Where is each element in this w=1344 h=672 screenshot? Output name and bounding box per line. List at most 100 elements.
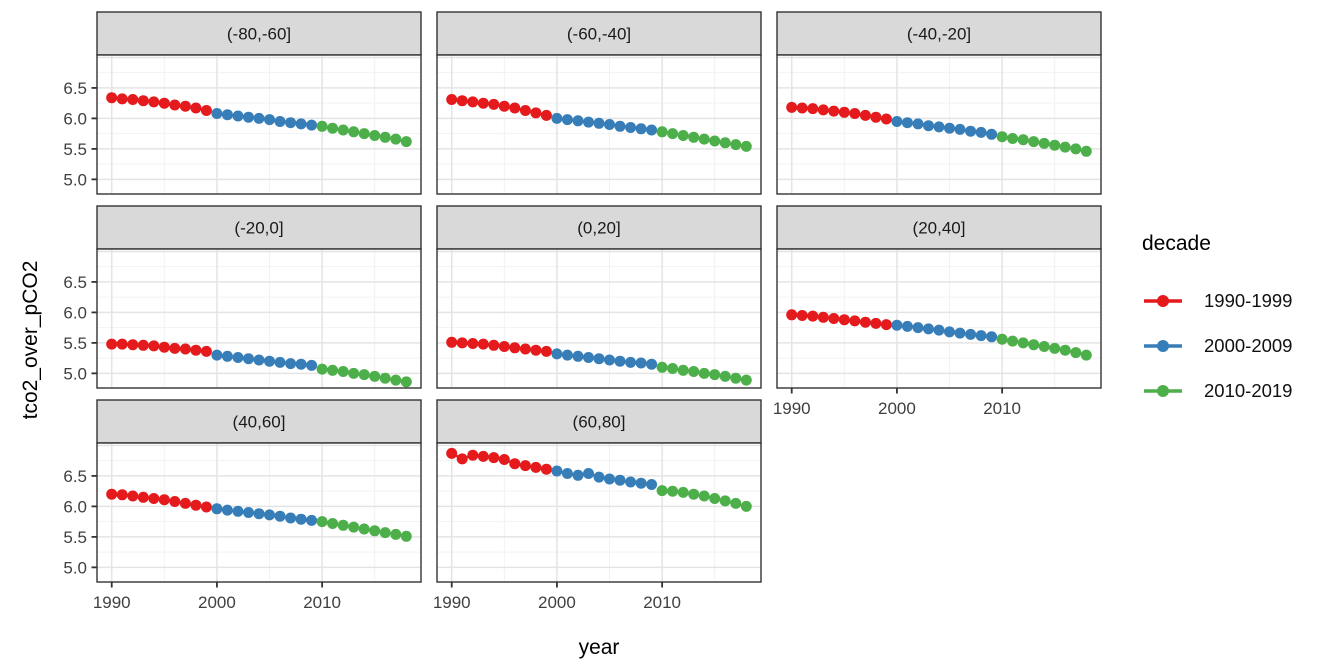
legend-title: decade [1142, 232, 1211, 255]
facet-7: (60,80] 1990 2000 2010 [433, 399, 762, 612]
y-tick-label: 6.0 [63, 303, 87, 322]
y-axis-title: tco2_over_pCO2 [19, 260, 42, 420]
series-decade-2010-2019 [656, 126, 752, 152]
series-points [446, 94, 552, 121]
panel-background [437, 249, 761, 388]
series-points [996, 333, 1092, 361]
series-decade-2010-2019 [316, 363, 412, 388]
x-tick-label: 2010 [643, 593, 681, 612]
facet-strip-label: (-60,-40] [567, 24, 631, 43]
x-tick-label: 1990 [773, 399, 811, 418]
panel-background [97, 249, 421, 388]
legend-entries: 1990-1999 2000-2009 2010-2019 [1142, 278, 1292, 413]
facet-strip-label: (0,20] [577, 218, 620, 237]
series-decade-1990-1999 [786, 101, 892, 125]
x-tick-label: 1990 [93, 593, 131, 612]
facet-1: (-60,-40] [436, 11, 762, 195]
panel-border [436, 54, 762, 195]
x-tick-label: 2000 [878, 399, 916, 418]
x-axis: 1990 2000 2010 [93, 582, 341, 612]
facet-5: (20,40] 1990 2000 2010 [773, 205, 1102, 418]
series-decade-2010-2019 [316, 120, 412, 148]
panel-border [436, 248, 762, 389]
series-points [106, 338, 212, 357]
series-points [211, 108, 318, 131]
series-decade-2000-2009 [211, 108, 318, 131]
series-decade-2000-2009 [891, 116, 998, 140]
series-points [786, 101, 892, 125]
y-tick-label: 6.5 [63, 273, 87, 292]
series-points [106, 92, 212, 116]
panel-gridlines [97, 443, 421, 582]
facet-2: (-40,-20] [776, 11, 1102, 195]
series-points [211, 503, 318, 526]
series-decade-2000-2009 [211, 349, 318, 371]
series-points [551, 348, 658, 370]
facet-strip-label: (-80,-60] [227, 24, 291, 43]
y-tick-label: 5.0 [63, 364, 87, 383]
series-points [551, 112, 658, 136]
facet-4: (0,20] [436, 205, 762, 389]
facet-strip-label: (40,60] [233, 412, 286, 431]
x-axis: 1990 2000 2010 [433, 582, 681, 612]
series-decade-2010-2019 [656, 485, 752, 512]
panel-border [96, 54, 422, 195]
facet-strip [96, 399, 422, 444]
y-tick-label: 5.0 [63, 170, 87, 189]
panel-gridlines [437, 55, 761, 194]
series-points [891, 116, 998, 140]
series-decade-2000-2009 [551, 348, 658, 370]
legend-entry-label: 2000-2009 [1204, 334, 1293, 356]
panel-border [96, 248, 422, 389]
panel-background [97, 55, 421, 194]
series-points [996, 131, 1092, 157]
series-decade-2000-2009 [551, 112, 658, 136]
series-points [656, 126, 752, 152]
panel-border [96, 442, 422, 583]
y-axis: 5.0 5.5 6.0 6.5 [63, 79, 97, 189]
series-decade-2010-2019 [996, 333, 1092, 361]
series-decade-1990-1999 [446, 94, 552, 121]
y-tick-label: 5.5 [63, 528, 87, 547]
series-points [316, 120, 412, 148]
series-decade-1990-1999 [446, 447, 552, 475]
y-axis: 5.0 5.5 6.0 6.5 [63, 273, 97, 383]
panel-border [776, 248, 1102, 389]
series-points [211, 349, 318, 371]
facet-strip-label: (60,80] [573, 412, 626, 431]
facet-strip-label: (20,40] [913, 218, 966, 237]
x-axis: 1990 2000 2010 [773, 388, 1021, 418]
legend-key-icon [1144, 339, 1182, 352]
legend-entry-2000-2009: 2000-2009 [1142, 323, 1292, 368]
x-tick-label: 1990 [433, 593, 471, 612]
x-tick-label: 2010 [303, 593, 341, 612]
series-decade-1990-1999 [446, 336, 552, 357]
y-tick-label: 5.5 [63, 334, 87, 353]
series-decade-1990-1999 [106, 488, 212, 513]
series-points [316, 516, 412, 542]
series-decade-1990-1999 [786, 309, 892, 331]
facet-strip [776, 205, 1102, 250]
y-axis: 5.0 5.5 6.0 6.5 [63, 467, 97, 577]
legend-entry-1990-1999: 1990-1999 [1142, 278, 1292, 323]
facet-strip [436, 399, 762, 444]
facet-strip-label: (-20,0] [234, 218, 283, 237]
legend-entry-2010-2019: 2010-2019 [1142, 368, 1292, 413]
y-tick-label: 5.5 [63, 140, 87, 159]
y-tick-label: 6.5 [63, 467, 87, 486]
series-decade-2000-2009 [211, 503, 318, 526]
series-points [316, 363, 412, 388]
series-decade-2010-2019 [656, 361, 752, 386]
panel-border [776, 54, 1102, 195]
legend-entry-label: 2010-2019 [1204, 379, 1293, 401]
series-points [446, 336, 552, 357]
y-tick-label: 6.0 [63, 109, 87, 128]
series-points [446, 447, 552, 475]
facet-strip-label: (-40,-20] [907, 24, 971, 43]
facet-strip [436, 205, 762, 250]
series-points [656, 361, 752, 386]
series-decade-1990-1999 [106, 92, 212, 116]
series-points [106, 488, 212, 513]
